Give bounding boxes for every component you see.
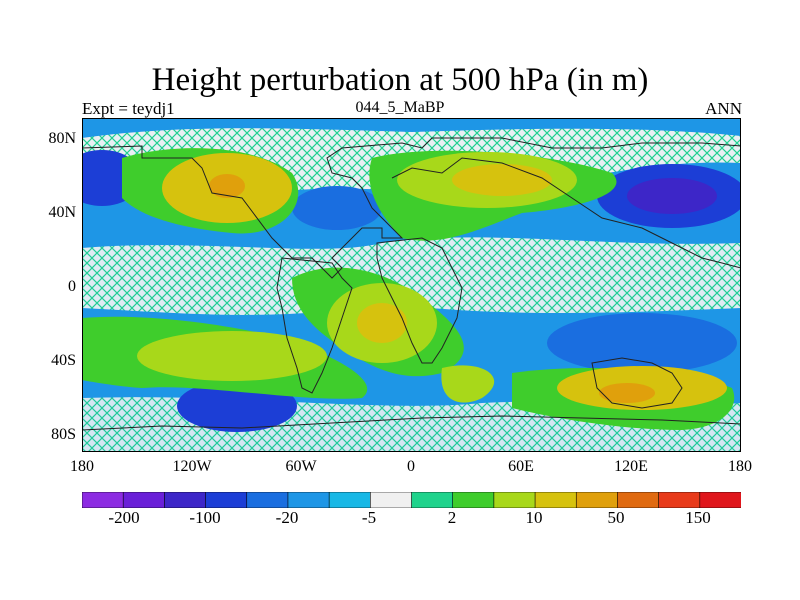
low-north-atlantic (292, 186, 382, 230)
high-south-america-core (357, 303, 407, 343)
low-siberia-core (627, 178, 717, 214)
colorbar-label-6: 10 (525, 508, 543, 527)
colorbar-swatch-5 (246, 492, 289, 508)
coast-antarctica (82, 415, 741, 431)
colorbar-label-5: 2 (447, 508, 457, 527)
lon-label-0: 0 (407, 458, 415, 475)
lon-label-60e: 60E (508, 458, 534, 475)
lat-label-40n: 40N (48, 204, 76, 221)
coastlines (82, 137, 741, 431)
high-eurasia-core (452, 164, 552, 196)
coast-south-america (276, 257, 353, 394)
high-south-atlantic (441, 365, 495, 403)
lon-label-180e: 180 (728, 458, 752, 475)
coast-africa (376, 237, 463, 364)
lat-label-40s: 40S (51, 352, 76, 369)
colorbar-swatch-8 (370, 492, 413, 508)
colorbar-swatch-12 (534, 492, 577, 508)
colorbar-label-7: 50 (607, 508, 625, 527)
colorbar-swatch-1 (82, 492, 124, 508)
plot-title: Height perturbation at 500 hPa (in m) (151, 62, 649, 98)
lat-label-0: 0 (68, 278, 76, 295)
lat-label-80n: 80N (48, 130, 76, 147)
period-label: 044_5_MaBP (355, 99, 445, 116)
colorbar-label-1: -200 (108, 508, 140, 527)
lon-label-180w: 180 (70, 458, 94, 475)
lon-label-120e: 120E (614, 458, 648, 475)
map-frame (82, 118, 741, 452)
coast-australia (591, 357, 683, 409)
lat-label-80s: 80S (51, 426, 76, 443)
colorbar-label-4: -5 (361, 508, 377, 527)
lon-label-60w: 60W (285, 458, 317, 475)
colorbar-swatch-3 (164, 492, 207, 508)
colorbar-swatch-9 (411, 492, 454, 508)
height-perturbation-map (82, 118, 741, 452)
lon-label-120w: 120W (172, 458, 212, 475)
colorbar-swatch-11 (493, 492, 536, 508)
colorbar-swatch-14 (617, 492, 660, 508)
season-label: ANN (705, 99, 742, 118)
high-north-pacific-core (209, 174, 245, 198)
experiment-label: Expt = teydj1 (82, 99, 175, 118)
coast-eurasia (391, 157, 741, 269)
colorbar-label-3: -20 (275, 508, 299, 527)
colorbar-swatch-6 (287, 492, 330, 508)
colorbar-swatch-10 (452, 492, 495, 508)
colorbar-label-8: 150 (685, 508, 711, 527)
low-indian-ocean (547, 313, 737, 373)
colorbar-swatch-16 (699, 492, 741, 508)
colorbar-swatch-13 (575, 492, 619, 508)
colorbar (82, 492, 741, 508)
colorbar-swatch-4 (205, 492, 248, 508)
hatch-band-tropics (82, 237, 741, 315)
coast-north-america-arctic (82, 137, 741, 279)
high-southern-ocean-core (599, 383, 655, 403)
colorbar-swatch-2 (122, 492, 165, 508)
high-south-pacific (137, 331, 327, 381)
colorbar-swatch-7 (328, 492, 371, 508)
colorbar-swatch-15 (658, 492, 701, 508)
colorbar-label-2: -100 (189, 508, 221, 527)
